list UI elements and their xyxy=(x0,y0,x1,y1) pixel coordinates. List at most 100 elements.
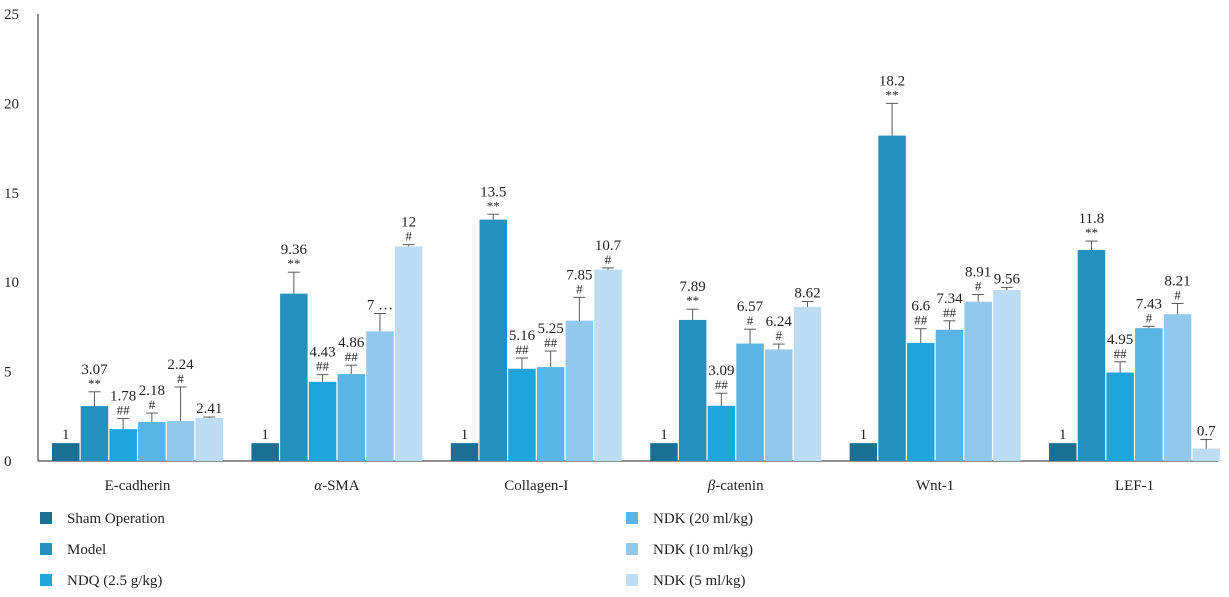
legend-swatch xyxy=(40,512,52,524)
significance-mark: # xyxy=(405,229,412,244)
bar xyxy=(508,368,536,461)
bar xyxy=(964,301,992,461)
significance-mark: ## xyxy=(345,349,359,364)
data-label: 1 xyxy=(860,427,868,443)
data-label: 13.5 xyxy=(480,184,506,200)
data-label: 5.25 xyxy=(538,321,564,337)
bar xyxy=(935,329,964,461)
significance-mark: # xyxy=(177,371,184,386)
bar xyxy=(707,405,736,461)
significance-mark: ** xyxy=(686,293,699,308)
significance-mark: ## xyxy=(544,335,558,350)
bar xyxy=(1163,314,1192,461)
bar xyxy=(1077,250,1106,461)
legend-swatch xyxy=(626,512,638,524)
bar xyxy=(479,219,507,461)
x-category-label: α-SMA xyxy=(314,478,360,494)
significance-mark: # xyxy=(1146,310,1153,325)
bar xyxy=(366,331,394,461)
bar xyxy=(251,443,279,461)
bar xyxy=(138,422,166,461)
x-category-label: Wnt-1 xyxy=(916,478,954,494)
data-label: 7.85 xyxy=(566,267,592,283)
data-label: 3.07 xyxy=(81,362,108,378)
significance-mark: ## xyxy=(515,342,529,357)
legend-label: NDQ (2.5 g/kg) xyxy=(67,573,162,589)
data-label: 9.56 xyxy=(994,271,1021,287)
significance-mark: ## xyxy=(1114,346,1128,361)
bar xyxy=(765,349,793,461)
significance-mark: # xyxy=(747,313,754,328)
data-label: 0.7 xyxy=(1197,424,1216,440)
y-tick-label: 0 xyxy=(4,454,12,470)
data-label: 6.57 xyxy=(737,299,764,315)
significance-mark: ## xyxy=(316,359,330,374)
bar xyxy=(80,406,109,461)
bar xyxy=(678,319,707,461)
legend-swatch xyxy=(626,574,638,586)
data-label: 3.09 xyxy=(708,363,734,379)
data-label: 1 xyxy=(1059,427,1067,443)
legend-swatch xyxy=(626,543,638,555)
bar xyxy=(736,343,764,461)
x-category-label: β-catenin xyxy=(707,478,764,494)
legend-label: NDK (10 ml/kg) xyxy=(653,542,753,558)
data-label: 7 … xyxy=(367,297,393,313)
data-label: 2.41 xyxy=(196,401,222,417)
bar xyxy=(907,342,935,461)
x-category-label: LEF-1 xyxy=(1115,478,1154,494)
bar xyxy=(280,293,308,461)
bar xyxy=(849,443,878,461)
x-category-label: E-cadherin xyxy=(105,478,171,494)
legend-swatch xyxy=(40,574,52,586)
x-category-label: Collagen-I xyxy=(504,478,568,494)
data-label: 12 xyxy=(401,215,416,231)
data-label: 11.8 xyxy=(1079,211,1105,227)
y-tick-label: 5 xyxy=(4,365,12,381)
bar xyxy=(878,135,906,462)
bar xyxy=(594,269,622,461)
data-label: 1 xyxy=(660,427,668,443)
significance-mark: ## xyxy=(117,402,131,417)
legend-label: NDK (20 ml/kg) xyxy=(653,511,753,527)
bar xyxy=(450,443,479,461)
data-label: 18.2 xyxy=(879,73,905,89)
data-label: 8.62 xyxy=(794,286,820,302)
bar xyxy=(536,367,565,461)
bar xyxy=(394,246,423,461)
bar xyxy=(109,429,137,461)
data-label: 4.43 xyxy=(309,345,335,361)
data-label: 1 xyxy=(62,427,70,443)
bar xyxy=(52,443,80,461)
significance-mark: ## xyxy=(943,305,957,320)
y-tick-label: 15 xyxy=(4,186,19,202)
data-label: 2.24 xyxy=(167,357,194,373)
bar xyxy=(1135,328,1163,461)
significance-mark: # xyxy=(149,397,156,412)
significance-mark: # xyxy=(576,281,583,296)
bar xyxy=(337,374,365,461)
significance-mark: ## xyxy=(914,313,928,328)
bar xyxy=(565,320,594,461)
bar xyxy=(308,381,337,461)
data-label: 4.95 xyxy=(1107,332,1133,348)
data-label: 5.16 xyxy=(509,328,536,344)
bar xyxy=(1192,448,1220,461)
y-tick-label: 20 xyxy=(4,96,19,112)
legend-label: Sham Operation xyxy=(67,511,165,527)
bar xyxy=(993,290,1021,461)
data-label: 10.7 xyxy=(595,238,622,254)
data-label: 4.86 xyxy=(338,335,365,351)
significance-mark: ** xyxy=(487,198,500,213)
data-label: 7.34 xyxy=(936,291,963,307)
data-label: 2.18 xyxy=(139,383,165,399)
significance-mark: # xyxy=(605,252,612,267)
data-label: 6.6 xyxy=(911,299,930,315)
significance-mark: # xyxy=(776,328,783,343)
data-label: 1 xyxy=(461,427,469,443)
y-tick-label: 25 xyxy=(4,7,19,23)
significance-mark: ** xyxy=(886,87,899,102)
bar xyxy=(1106,372,1134,461)
significance-mark: # xyxy=(975,279,982,294)
